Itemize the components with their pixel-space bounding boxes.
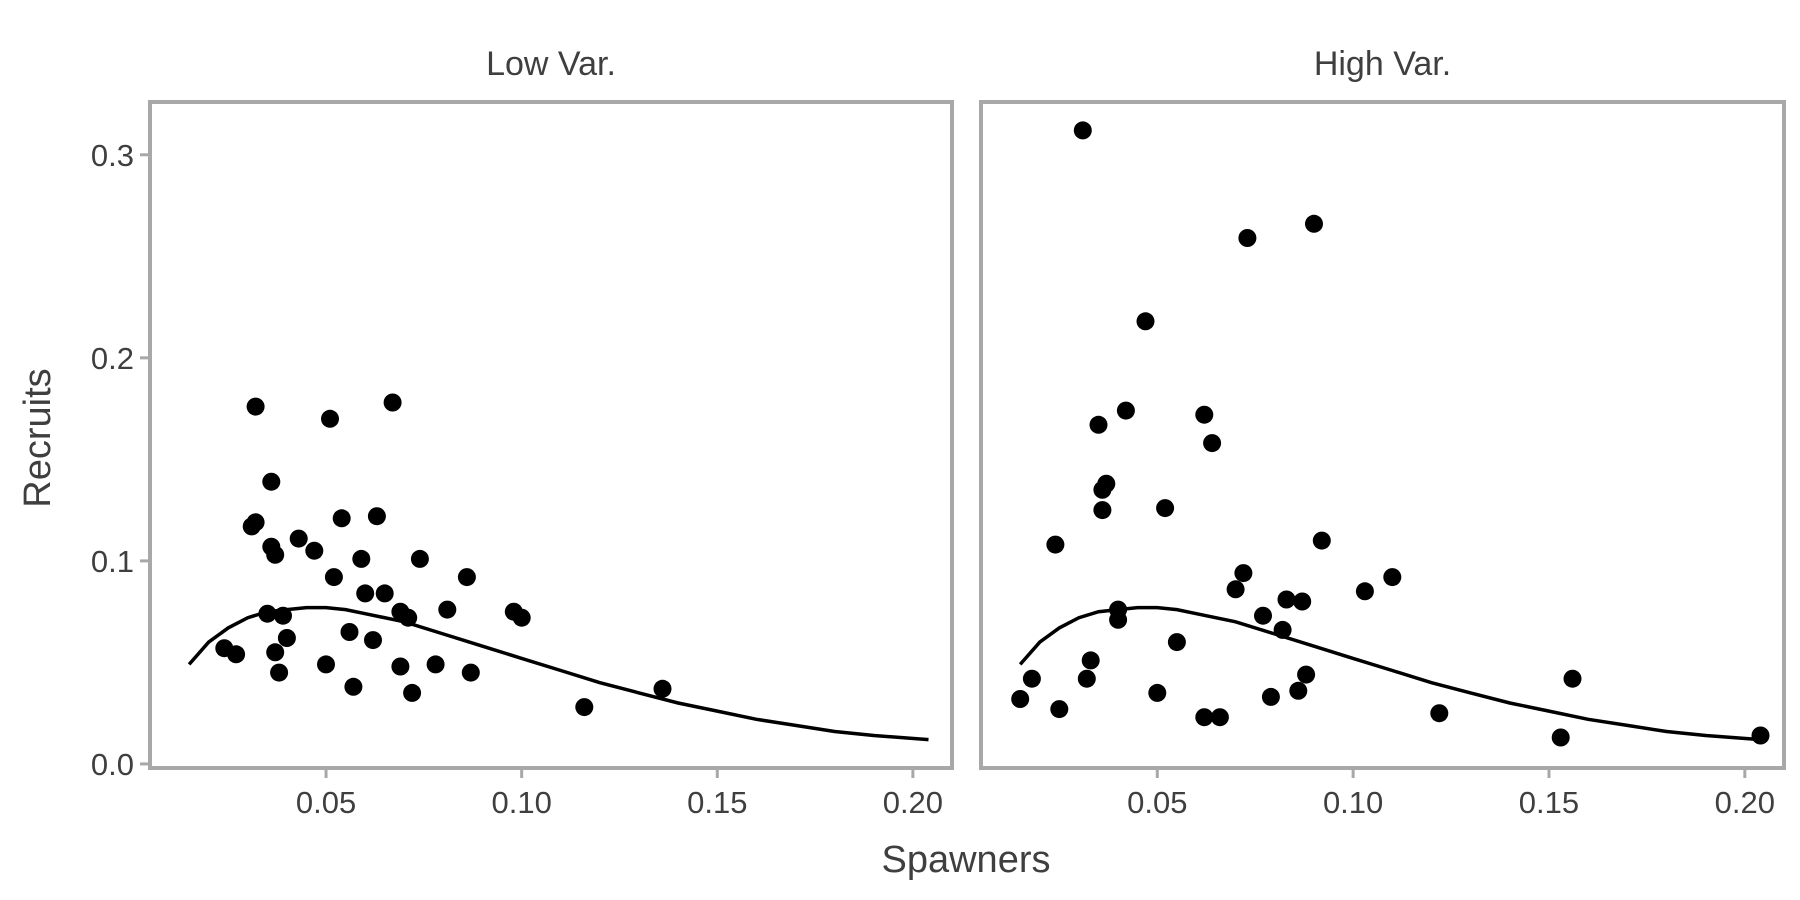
data-point [1089, 415, 1108, 434]
panel-1: Low Var. 0.05 0.10 0.15 0.20 0.0 0.1 0.2 0.3 [91, 45, 954, 820]
y-tick-label: 0.1 [91, 544, 134, 579]
x-tick-label: 0.15 [1519, 785, 1579, 820]
data-point [399, 608, 418, 627]
data-point [1050, 700, 1069, 719]
data-point [246, 513, 265, 532]
data-point [403, 683, 422, 702]
y-tick-label: 0.0 [91, 747, 134, 782]
data-point [274, 606, 292, 625]
data-point [1148, 683, 1167, 702]
data-point [305, 541, 324, 560]
data-point [1305, 214, 1323, 233]
data-point [512, 608, 531, 627]
data-point [1297, 665, 1316, 684]
data-point [1081, 651, 1100, 670]
data-point [1167, 633, 1186, 652]
x-tick-label: 0.20 [1715, 785, 1775, 820]
data-point [1109, 600, 1128, 619]
data-point [1195, 708, 1214, 727]
data-point [1097, 474, 1116, 493]
data-point [1751, 726, 1770, 745]
y-axis-title: Recruits [17, 368, 59, 507]
data-point [1093, 501, 1112, 520]
data-point [317, 655, 335, 674]
data-point [270, 663, 289, 682]
data-point [1273, 620, 1292, 639]
data-point [1011, 690, 1030, 708]
data-point [266, 545, 285, 564]
data-point [1156, 499, 1175, 518]
data-point [246, 397, 265, 416]
data-point [410, 549, 429, 568]
data-point [364, 631, 382, 650]
data-point [1355, 582, 1374, 601]
data-point [1312, 531, 1331, 550]
data-point [367, 507, 386, 526]
data-point [356, 584, 375, 603]
data-point [1022, 669, 1041, 688]
data-point [1289, 681, 1308, 700]
data-point [1136, 312, 1155, 331]
data-point [227, 645, 246, 664]
data-point [426, 655, 445, 674]
data-point [324, 568, 343, 587]
data-point [332, 509, 351, 528]
y-tick-label: 0.2 [91, 341, 134, 376]
data-point [344, 677, 363, 696]
data-point [653, 679, 672, 698]
data-point [1046, 535, 1065, 554]
data-point [1430, 704, 1449, 723]
data-point [1563, 669, 1582, 688]
data-point [375, 584, 394, 603]
data-point [277, 629, 296, 647]
panel-title: Low Var. [486, 45, 616, 83]
data-point [383, 393, 402, 412]
data-point [1116, 401, 1135, 420]
data-point [438, 600, 457, 619]
data-point [575, 698, 594, 717]
data-point [340, 623, 359, 641]
x-tick-label: 0.10 [1323, 785, 1383, 820]
x-axis-title: Spawners [882, 839, 1051, 881]
panel-2: High Var. 0.05 0.10 0.15 0.20 [979, 45, 1786, 820]
data-point [1254, 606, 1272, 625]
fit-curve [187, 605, 929, 742]
data-point [1210, 708, 1229, 727]
data-point [1238, 229, 1257, 247]
data-point [1195, 405, 1214, 424]
panel-title: High Var. [1314, 45, 1451, 83]
data-point [1077, 669, 1096, 688]
x-tick-label: 0.10 [491, 785, 551, 820]
data-point [1073, 121, 1092, 140]
data-point [262, 472, 281, 491]
data-point [1383, 568, 1402, 587]
data-point [1234, 564, 1253, 583]
data-point [266, 643, 285, 662]
data-point [1277, 590, 1296, 609]
y-tick-label: 0.3 [91, 138, 134, 173]
data-point [352, 549, 371, 568]
x-tick-label: 0.05 [1127, 785, 1187, 820]
fit-curve [1018, 605, 1761, 742]
x-tick-label: 0.15 [687, 785, 747, 820]
data-point [1261, 687, 1280, 706]
data-point [1203, 434, 1222, 453]
data-point [461, 663, 480, 682]
chart-panels: Low Var. 0.05 0.10 0.15 0.20 0.0 0.1 0.2 0.3 High… [91, 45, 1786, 820]
data-point [321, 409, 339, 428]
data-point [1551, 728, 1570, 747]
data-point [391, 657, 410, 676]
x-tick-label: 0.20 [883, 785, 943, 820]
x-tick-label: 0.05 [296, 785, 356, 820]
data-point [1226, 580, 1245, 599]
data-point [258, 604, 277, 623]
panel-border [979, 100, 1786, 770]
panel-border [148, 100, 954, 770]
data-point [289, 529, 308, 548]
data-point [1293, 592, 1312, 611]
data-point [457, 568, 476, 587]
